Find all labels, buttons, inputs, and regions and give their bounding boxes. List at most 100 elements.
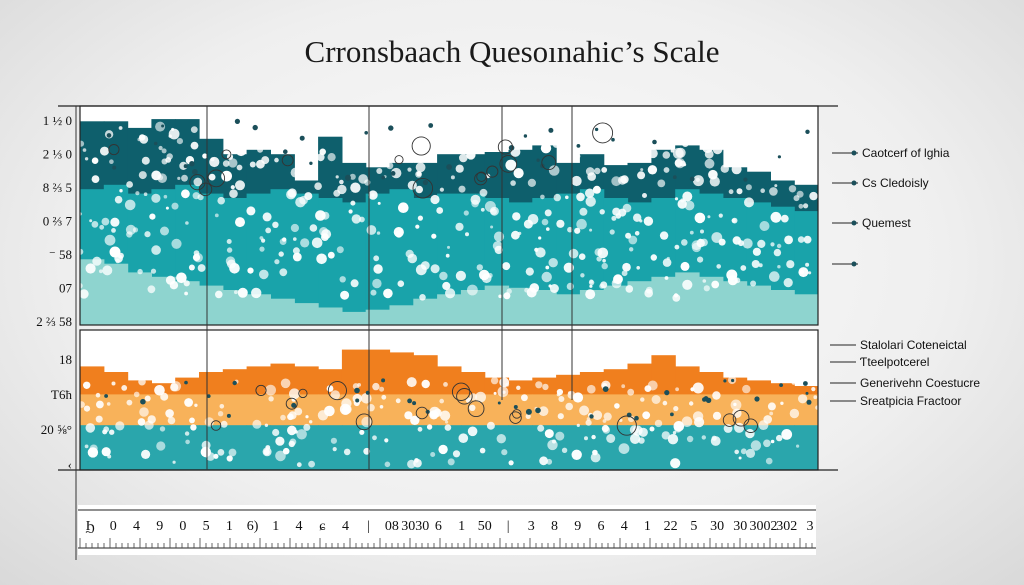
top-dot [759,149,769,160]
bot-ring [355,413,373,431]
top-ring [474,172,488,186]
top-dot [540,194,545,200]
top-dark-dot [422,179,428,186]
bot-dot [294,407,303,416]
bot-dot [644,385,652,392]
bot-dot [537,424,545,432]
x-tick-label: 302 [776,519,797,534]
top-dot [235,217,245,228]
top-dot [781,130,786,136]
top-dot [674,159,683,167]
top-dot [279,268,288,277]
bot-dot [206,452,215,461]
top-dot [453,139,458,145]
bot-dark-dot [670,412,674,417]
x-axis-ruler-bg [78,505,816,555]
bot-dot [359,429,365,435]
bot-dot [379,405,384,409]
top-dot [376,231,381,235]
top-dot [718,213,723,218]
top-dot [545,265,550,270]
top-dot [80,248,84,255]
top-dot [769,271,780,282]
top-dot [339,179,344,185]
band-2-bar-11 [341,311,367,325]
bot-dot [170,381,182,392]
top-dot [620,175,629,184]
bot-dot [272,428,280,437]
bot-dot [184,398,194,407]
top-dot [197,264,206,272]
top-dot [80,283,83,289]
top-dot [602,258,606,263]
top-dot [259,269,269,280]
bot-dot [141,449,151,459]
top-dot [609,145,614,150]
bot-dot [111,381,116,386]
top-dot [738,240,744,247]
top-dot [190,141,199,150]
bot-dot [101,447,111,457]
x-tick-label: 1 [458,519,465,534]
x-tick-label: 6) [247,519,259,534]
top-dot [249,161,256,168]
bot-dot [330,437,337,444]
bot-dot [410,415,420,425]
bot-dot [508,460,514,466]
band-2-bar-20 [556,294,581,325]
top-dot [637,171,646,180]
top-dot [316,253,327,265]
top-dot [519,121,530,132]
bot-dot [357,383,361,387]
top-legend: Caotcerf of lghia Cs Cledoisly Quemest [832,146,950,267]
top-dot [589,284,593,288]
top-dot [770,211,782,223]
bottom-y-tick-label: 20 ⅝° [41,422,72,437]
top-dot [622,133,631,142]
bot-dot [95,415,103,423]
bot-dot [475,391,486,403]
bot-ring [512,409,522,419]
top-dot [634,231,640,236]
top-dot [373,264,383,274]
top-dot [341,131,347,138]
top-dot [292,247,300,255]
top-dot [282,237,287,242]
bot-dot [501,449,508,456]
top-y-tick-labels: 1 ½ 0 2 ⅓ 0 8 ⅔ 5 0 ⅔ 7 ⁻ 58 07 2 ⅔ 58 [36,113,72,329]
bot-dot [661,431,670,440]
top-dot [773,248,782,257]
bot-dot [317,410,329,421]
bot-dot [525,413,531,419]
top-dot [205,122,212,129]
bot-dot [544,429,554,439]
top-dot [315,210,326,221]
top-dot [711,232,723,243]
top-ring [207,169,226,188]
bot-dot [417,426,423,432]
top-dot [373,255,380,262]
top-dot [673,131,678,136]
bot-dot [252,419,262,429]
top-dot [350,182,361,193]
bot-dot [781,429,793,440]
top-dot [544,209,552,217]
top-dot [708,169,718,180]
bot-dot [262,447,272,457]
top-dot [736,188,743,195]
bot-dot [201,440,211,450]
top-dot [139,134,146,141]
bottom-y-tick-label: Ƭ6ħ [51,387,72,402]
top-dot [407,167,412,172]
top-dot [694,212,706,224]
top-dot [493,231,505,242]
top-dot [143,192,148,196]
bot-dot [538,406,549,417]
top-dot [759,221,770,231]
top-dot [647,165,658,175]
top-dot [783,120,793,129]
bottom-legend-label: Generivehn Coestucre [860,376,980,390]
bot-dot [602,426,611,434]
bot-dot [811,387,816,392]
top-dot [272,221,279,228]
